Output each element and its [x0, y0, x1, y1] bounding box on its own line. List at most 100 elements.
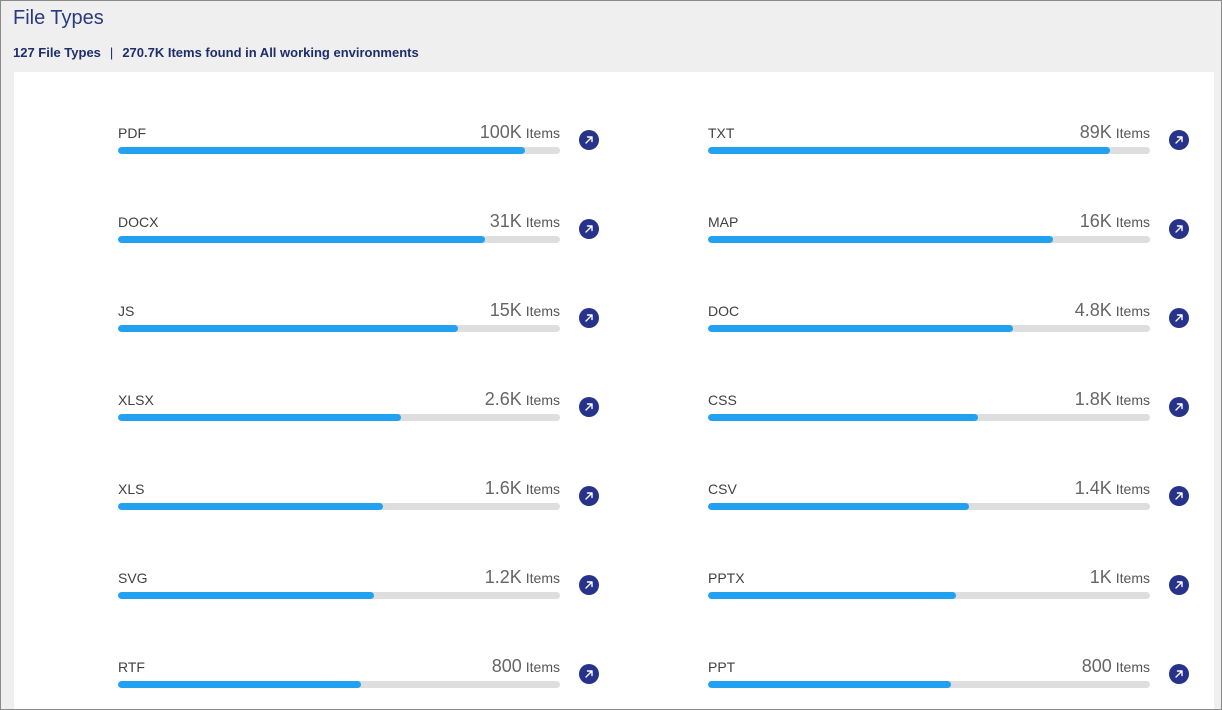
item-count-unit: Items — [1115, 125, 1150, 141]
count-bar-track — [708, 681, 1150, 688]
item-count-value: 15K — [489, 300, 522, 320]
arrow-up-right-icon — [1175, 670, 1183, 678]
item-count-unit: Items — [1115, 214, 1150, 230]
item-count: 800 Items — [1082, 656, 1150, 677]
count-bar-track — [708, 236, 1150, 243]
count-bar-fill — [708, 147, 1111, 154]
items-summary: 270.7K Items found in All working enviro… — [122, 45, 419, 60]
file-type-name: SVG — [118, 570, 148, 586]
file-type-row: XLSX 2.6K Items — [118, 389, 608, 432]
file-type-name: MAP — [708, 214, 739, 230]
file-types-count: 127 File Types — [13, 45, 101, 60]
count-bar-track — [118, 503, 560, 510]
arrow-up-right-icon — [1175, 492, 1183, 500]
arrow-up-right-icon — [1175, 314, 1183, 322]
item-count-value: 1.8K — [1074, 389, 1112, 409]
count-bar-track — [708, 503, 1150, 510]
arrow-up-right-icon — [585, 670, 593, 678]
item-count: 4.8K Items — [1075, 300, 1150, 321]
count-bar-fill — [118, 325, 459, 332]
item-count: 1.2K Items — [485, 567, 560, 588]
arrow-up-right-icon — [585, 581, 593, 589]
file-type-row: XLS 1.6K Items — [118, 478, 608, 521]
count-bar-fill — [708, 236, 1053, 243]
item-count-value: 2.6K — [484, 389, 522, 409]
file-type-name: JS — [118, 303, 135, 319]
file-type-row: PDF 100K Items — [118, 122, 608, 165]
item-count-unit: Items — [525, 303, 560, 319]
arrow-up-right-icon — [585, 136, 593, 144]
item-count-value: 4.8K — [1074, 300, 1112, 320]
arrow-up-right-icon — [1175, 136, 1183, 144]
file-type-row: CSS 1.8K Items — [708, 389, 1198, 432]
count-bar-track — [118, 147, 560, 154]
arrow-up-right-icon — [585, 492, 593, 500]
item-count-value: 100K — [479, 122, 522, 142]
open-file-type-button[interactable] — [1169, 308, 1189, 328]
count-bar-track — [708, 592, 1150, 599]
count-bar-fill — [118, 147, 525, 154]
item-count-unit: Items — [1115, 570, 1150, 586]
open-file-type-button[interactable] — [1169, 397, 1189, 417]
open-file-type-button[interactable] — [579, 219, 599, 239]
item-count-unit: Items — [1115, 659, 1150, 675]
count-bar-fill — [118, 414, 401, 421]
open-file-type-button[interactable] — [579, 486, 599, 506]
count-bar-fill — [118, 236, 485, 243]
item-count-unit: Items — [1115, 392, 1150, 408]
count-bar-fill — [118, 592, 375, 599]
item-count-value: 31K — [489, 211, 522, 231]
item-count: 1.8K Items — [1075, 389, 1150, 410]
count-bar-fill — [708, 325, 1013, 332]
arrow-up-right-icon — [1175, 225, 1183, 233]
open-file-type-button[interactable] — [579, 664, 599, 684]
count-bar-fill — [708, 592, 956, 599]
file-type-name: DOCX — [118, 214, 159, 230]
file-types-panel: PDF 100K Items DOCX 31K Items JS 15K Items XLSX 2.… — [14, 72, 1214, 709]
file-type-name: DOC — [708, 303, 740, 319]
item-count-value: 800 — [1081, 656, 1112, 676]
file-type-name: XLS — [118, 481, 145, 497]
file-type-row: PPTX 1K Items — [708, 567, 1198, 610]
item-count-value: 89K — [1079, 122, 1112, 142]
file-type-row: DOCX 31K Items — [118, 211, 608, 254]
arrow-up-right-icon — [1175, 581, 1183, 589]
count-bar-fill — [708, 414, 978, 421]
count-bar-track — [118, 236, 560, 243]
file-type-name: PDF — [118, 125, 146, 141]
summary-line: 127 File Types | 270.7K Items found in All… — [13, 45, 1209, 61]
count-bar-fill — [118, 681, 362, 688]
item-count: 15K Items — [490, 300, 560, 321]
item-count: 89K Items — [1080, 122, 1150, 143]
count-bar-track — [118, 681, 560, 688]
arrow-up-right-icon — [585, 225, 593, 233]
file-type-row: MAP 16K Items — [708, 211, 1198, 254]
arrow-up-right-icon — [585, 314, 593, 322]
open-file-type-button[interactable] — [1169, 664, 1189, 684]
open-file-type-button[interactable] — [1169, 130, 1189, 150]
open-file-type-button[interactable] — [579, 130, 599, 150]
item-count-value: 1.4K — [1074, 478, 1112, 498]
open-file-type-button[interactable] — [579, 575, 599, 595]
file-type-name: XLSX — [118, 392, 154, 408]
arrow-up-right-icon — [1175, 403, 1183, 411]
item-count: 16K Items — [1080, 211, 1150, 232]
open-file-type-button[interactable] — [579, 397, 599, 417]
item-count-unit: Items — [525, 392, 560, 408]
open-file-type-button[interactable] — [579, 308, 599, 328]
item-count-value: 16K — [1079, 211, 1112, 231]
widget-header: File Types 127 File Types | 270.7K Items f… — [13, 6, 1209, 61]
file-type-name: RTF — [118, 659, 145, 675]
file-type-row: SVG 1.2K Items — [118, 567, 608, 610]
file-type-name: CSV — [708, 481, 737, 497]
item-count: 31K Items — [490, 211, 560, 232]
summary-separator: | — [109, 45, 114, 60]
open-file-type-button[interactable] — [1169, 486, 1189, 506]
item-count: 1.4K Items — [1075, 478, 1150, 499]
file-type-row: JS 15K Items — [118, 300, 608, 343]
item-count-unit: Items — [525, 570, 560, 586]
open-file-type-button[interactable] — [1169, 219, 1189, 239]
open-file-type-button[interactable] — [1169, 575, 1189, 595]
file-type-name: PPTX — [708, 570, 745, 586]
